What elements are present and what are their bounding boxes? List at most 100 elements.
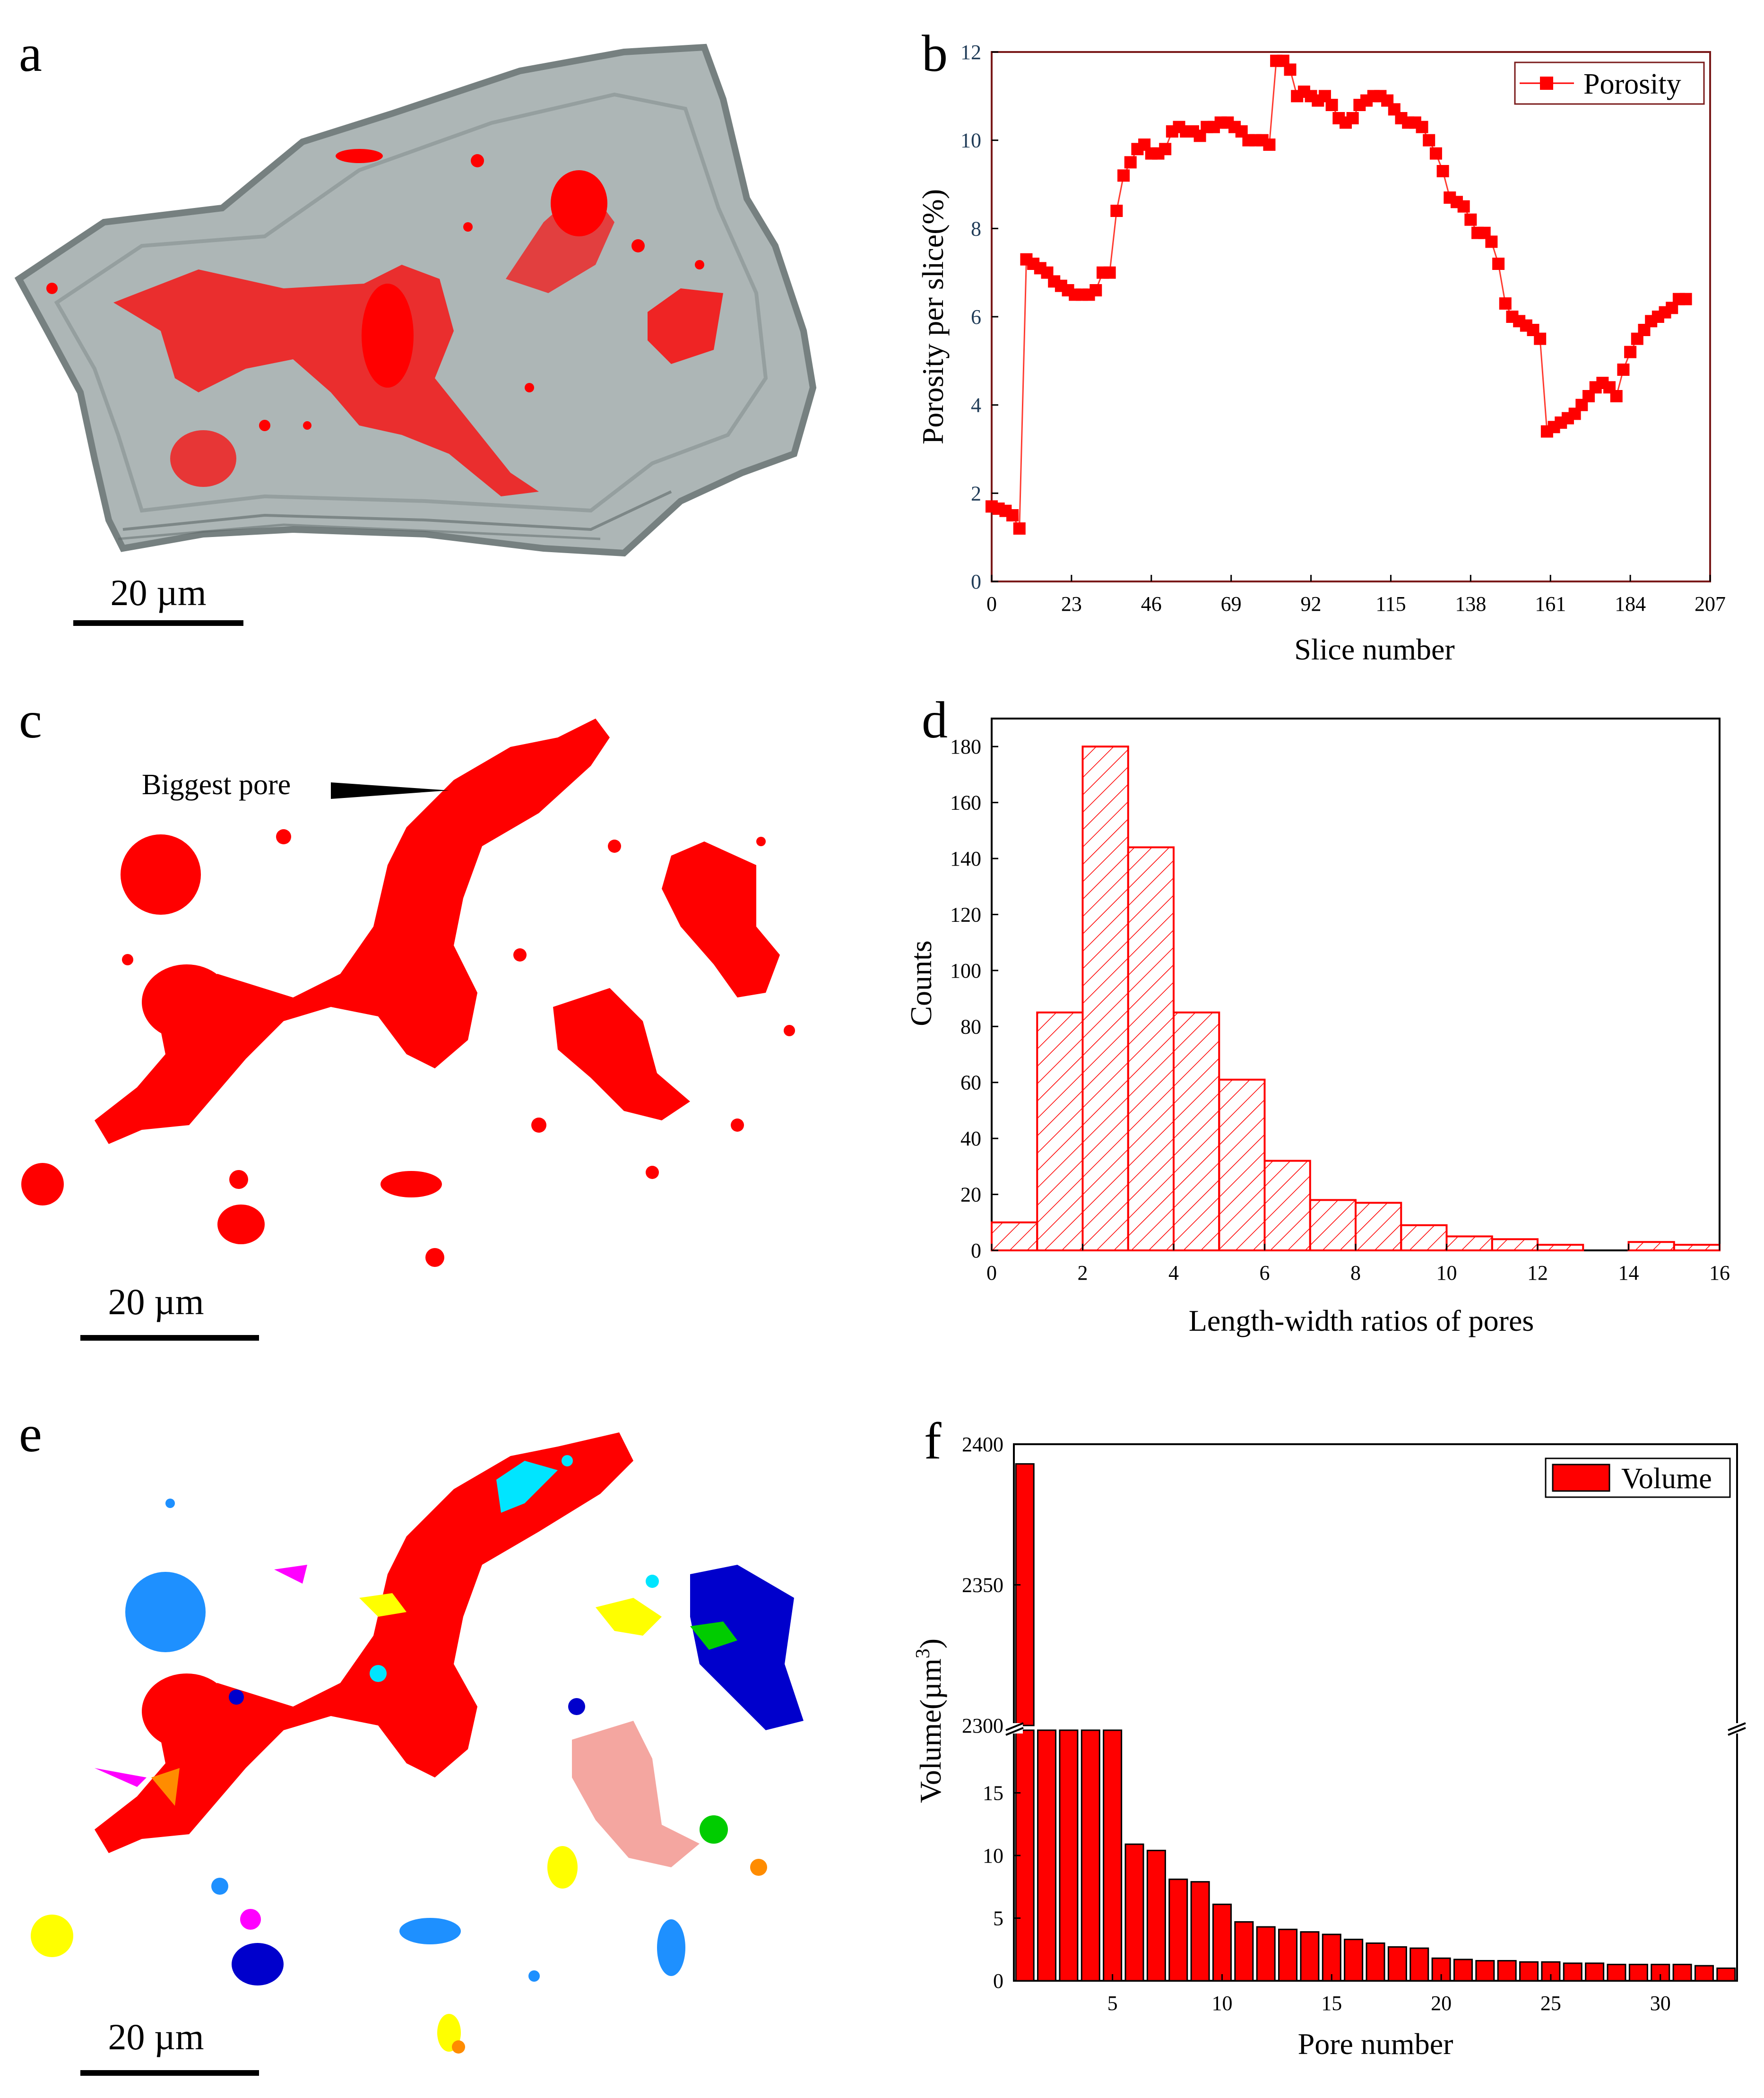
y-tick-label-d: 100 [950, 959, 981, 982]
y-tick-label-b: 10 [960, 129, 981, 152]
x-axis-b: 0 23 46 69 92 115 138 161 184 207 [986, 575, 1726, 616]
panel-letter-d: d [922, 691, 948, 749]
porosity-point [1534, 332, 1547, 345]
panel-letter-a: a [19, 25, 42, 82]
volume-bar [1146, 1849, 1166, 1982]
porosity-point [1492, 258, 1505, 270]
porosity-point [1103, 266, 1116, 279]
y-tick-label-d: 20 [960, 1183, 981, 1206]
pore-network-image-c [21, 719, 795, 1267]
x-axis-title-f: Pore number [1298, 2027, 1453, 2061]
histogram-bar [1081, 746, 1129, 1251]
histogram-bar [1218, 1078, 1266, 1251]
volume-bar [1059, 1729, 1079, 1982]
porosity-point [1499, 297, 1512, 310]
porosity-point [1263, 139, 1276, 151]
x-tick-label-d: 8 [1350, 1261, 1361, 1284]
volume-bar [1519, 1961, 1539, 1982]
porosity-point [1617, 364, 1630, 376]
y-tick-label-b: 8 [971, 217, 981, 240]
porosity-point [1429, 147, 1442, 160]
biggest-pore-annotation: Biggest pore [142, 769, 449, 801]
volume-bar [1366, 1942, 1385, 1982]
porosity-point [1325, 99, 1338, 111]
chart-pore-volume: f 0 5 10 15 2300 2350 2400 5 10 15 20 25 30 Pore nu… [912, 1412, 1746, 2061]
histogram-bar [1673, 1244, 1721, 1252]
porosity-series [986, 54, 1692, 535]
y-tick-label-d: 0 [971, 1239, 981, 1262]
volume-bar [1409, 1947, 1429, 1982]
histogram-bar [1173, 1011, 1220, 1251]
y-tick-label-f: 15 [983, 1782, 1003, 1805]
porosity-point [1124, 156, 1137, 169]
porosity-point [1464, 213, 1477, 226]
x-tick-label-b: 23 [1061, 592, 1082, 616]
y-tick-label-f: 5 [993, 1907, 1003, 1930]
scale-label-a: 20 µm [110, 572, 206, 613]
y-tick-label-f-upper: 2350 [962, 1574, 1003, 1597]
legend-marker-b [1540, 77, 1553, 90]
histogram-bar [1263, 1160, 1311, 1252]
volume-bar [1585, 1962, 1605, 1982]
legend-label-b: Porosity [1583, 68, 1681, 100]
volume-bar [1124, 1843, 1144, 1982]
porosity-point [1610, 390, 1623, 402]
x-tick-label-b: 69 [1221, 592, 1242, 616]
x-tick-label-f: 30 [1650, 1992, 1671, 2015]
volume-bar [1628, 1964, 1648, 1982]
x-tick-label-d: 0 [986, 1261, 997, 1284]
axis-break-marks [1005, 1722, 1746, 1736]
porosity-point [1090, 284, 1102, 296]
x-tick-label-d: 16 [1709, 1261, 1730, 1284]
volume-bar [1344, 1939, 1364, 1982]
porosity-point [1284, 63, 1297, 76]
y-tick-label-f-upper: 2300 [962, 1714, 1003, 1737]
x-tick-label-b: 138 [1455, 592, 1486, 616]
histogram-bar [1400, 1224, 1448, 1251]
x-tick-label-b: 46 [1141, 592, 1162, 616]
volume-bar-upper [1015, 1463, 1035, 1726]
volume-bar [1607, 1964, 1626, 1982]
porosity-point [1423, 134, 1435, 147]
porosity-point [1006, 509, 1019, 521]
volume-bar [1716, 1968, 1736, 1982]
legend-label-f: Volume [1621, 1463, 1712, 1495]
histogram-bar [991, 1221, 1038, 1252]
plot-frame-f [1013, 1443, 1738, 1982]
x-tick-label-d: 4 [1168, 1261, 1179, 1284]
porosity-point [1013, 522, 1026, 535]
volume-bar [1103, 1729, 1123, 1982]
x-axis-title-b: Slice number [1294, 633, 1454, 666]
porosity-point [1110, 205, 1123, 217]
y-tick-label-d: 160 [950, 791, 981, 815]
volume-bar [1497, 1960, 1517, 1982]
x-axis-d: 0 2 4 6 8 10 12 14 16 [986, 1244, 1730, 1284]
x-axis-title-d: Length-width ratios of pores [1189, 1304, 1534, 1337]
porosity-point [1485, 235, 1498, 248]
x-tick-label-f: 10 [1211, 1992, 1232, 2015]
y-tick-label-f: 0 [993, 1969, 1003, 1993]
volume-bar [1453, 1959, 1473, 1982]
panel-e: e [19, 1405, 804, 2076]
y-tick-label-f-upper: 2400 [962, 1433, 1003, 1456]
y-tick-label-d: 140 [950, 847, 981, 870]
legend-b: Porosity [1514, 61, 1705, 105]
y-tick-label-d: 120 [950, 903, 981, 926]
y-axis-b: 0 2 4 6 8 10 12 [960, 41, 998, 593]
histogram-bar [1491, 1238, 1539, 1251]
y-tick-label-b: 0 [971, 570, 981, 593]
y-tick-label-b: 4 [971, 394, 981, 417]
scale-label-c: 20 µm [108, 1281, 204, 1322]
x-tick-label-b: 92 [1301, 592, 1322, 616]
x-tick-label-d: 2 [1078, 1261, 1088, 1284]
volume-bars [1015, 1463, 1736, 1982]
volume-bar [1300, 1931, 1320, 1982]
legend-swatch-f [1552, 1464, 1610, 1492]
volume-bar [1672, 1964, 1692, 1982]
x-tick-label-b: 184 [1615, 592, 1646, 616]
porosity-point [1159, 143, 1172, 156]
x-tick-label-f: 15 [1321, 1992, 1342, 2015]
x-tick-label-d: 14 [1618, 1261, 1639, 1284]
